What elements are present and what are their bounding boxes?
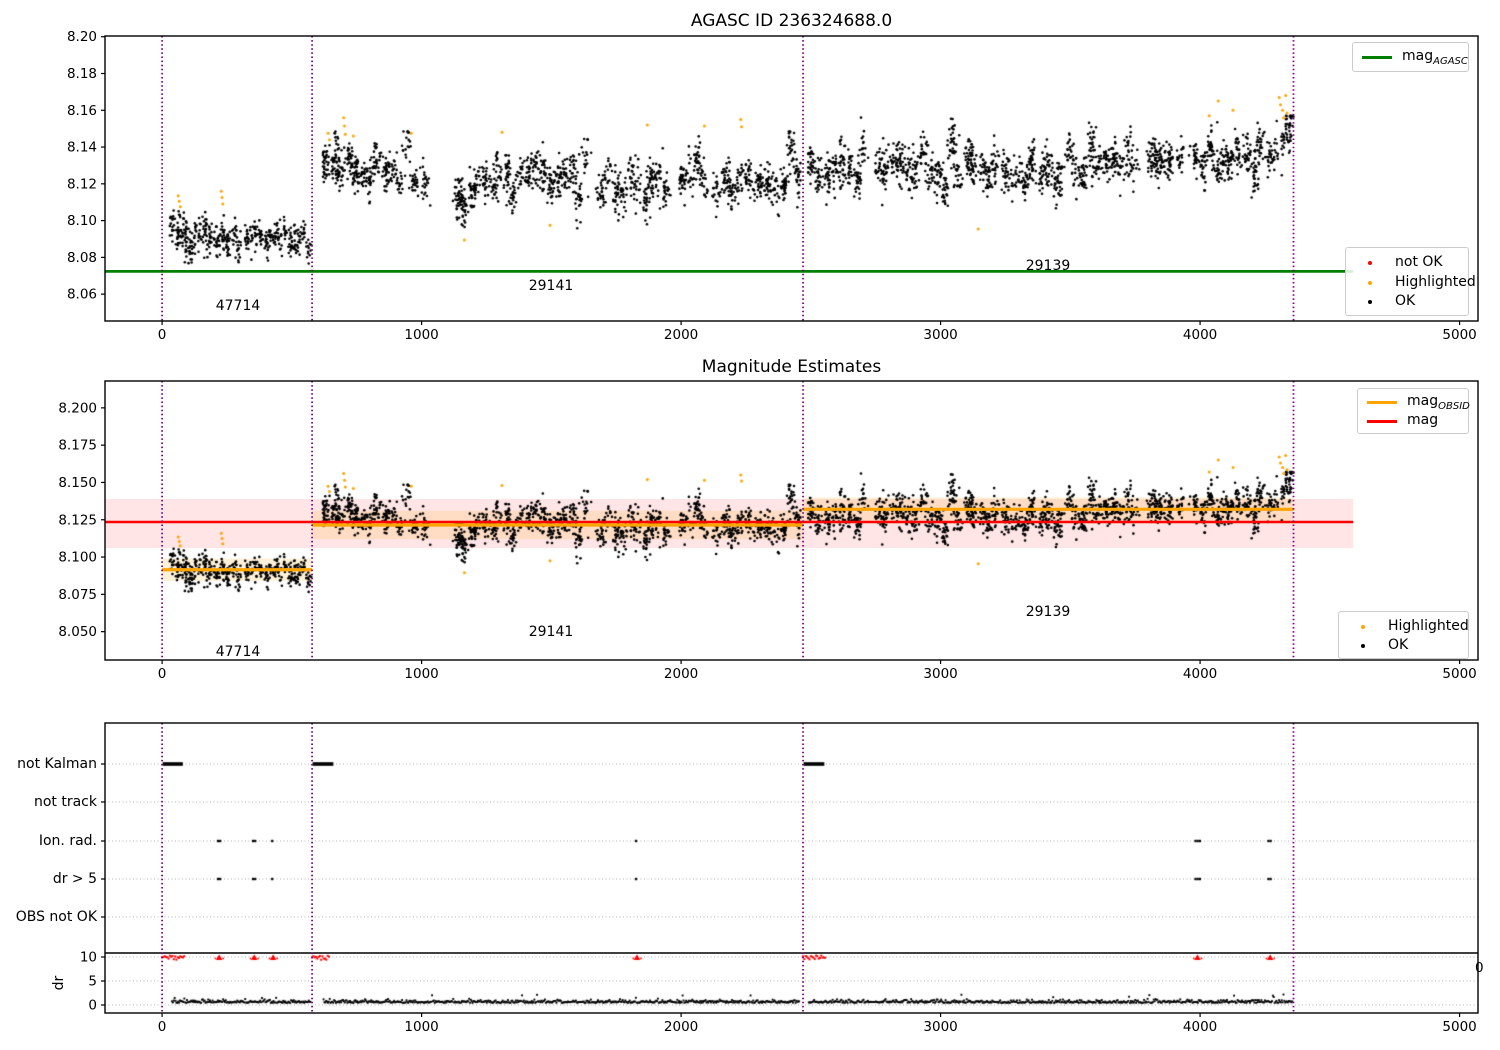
obsid-annotation-47714-top: 47714	[215, 298, 261, 314]
legend-label: magAGASC	[1402, 47, 1468, 67]
svg-text:4000: 4000	[1183, 1019, 1217, 1035]
legend-entry: not OK	[1355, 252, 1458, 272]
flag-row-label-dr-gt-5: dr > 5	[52, 871, 97, 887]
legend-entry: Highlighted	[1355, 272, 1476, 292]
svg-text:8.175: 8.175	[58, 438, 97, 454]
svg-text:8.100: 8.100	[58, 550, 97, 566]
orange-dot-swatch	[1355, 272, 1385, 291]
flag-row-label-not-kalman: not Kalman	[17, 756, 97, 772]
legend-entry: OK	[1355, 291, 1458, 311]
svg-text:1000: 1000	[404, 666, 438, 682]
svg-text:8.050: 8.050	[58, 624, 97, 640]
obsid-annotation-29139-middle: 29139	[1025, 604, 1071, 620]
legend-label: not OK	[1395, 253, 1443, 270]
svg-text:0: 0	[158, 327, 167, 343]
svg-text:8.14: 8.14	[67, 140, 97, 156]
legend-entry: mag	[1367, 412, 1458, 431]
flag-row-label-not-track: not track	[33, 794, 97, 810]
legend-entry: magAGASC	[1362, 47, 1468, 67]
black-dot-swatch	[1355, 292, 1385, 311]
obsid-annotation-29139-top: 29139	[1025, 258, 1071, 274]
svg-text:8.06: 8.06	[67, 287, 97, 303]
legend-entry: Highlighted	[1348, 616, 1469, 635]
legend-mid-status: Highlighted OK	[1338, 611, 1469, 659]
black-dot-swatch	[1348, 635, 1378, 654]
legend-label: Highlighted	[1395, 273, 1476, 290]
svg-text:0: 0	[88, 998, 97, 1014]
red-line-swatch	[1367, 419, 1397, 423]
flag-row-label-ion-rad: Ion. rad.	[38, 833, 97, 849]
svg-text:8.18: 8.18	[67, 66, 97, 82]
svg-text:2000: 2000	[664, 1019, 698, 1035]
legend-mag-obsid: magOBSID mag	[1357, 388, 1470, 434]
svg-text:8.12: 8.12	[67, 176, 97, 192]
legend-mag-agasc: magAGASC	[1352, 42, 1469, 72]
svg-text:5000: 5000	[1442, 327, 1476, 343]
svg-text:0: 0	[158, 666, 167, 682]
svg-text:0: 0	[158, 1019, 167, 1035]
svg-text:4000: 4000	[1183, 666, 1217, 682]
right-edge-clipped-tick-label: 0	[1475, 960, 1484, 976]
svg-text:8.200: 8.200	[58, 400, 97, 416]
svg-text:3000: 3000	[923, 666, 957, 682]
svg-text:8.10: 8.10	[67, 213, 97, 229]
svg-text:8.125: 8.125	[58, 512, 97, 528]
legend-label: Highlighted	[1388, 617, 1469, 634]
obsid-annotation-47714-middle: 47714	[215, 644, 261, 660]
svg-text:8.20: 8.20	[67, 29, 97, 45]
green-line-swatch	[1362, 55, 1392, 59]
top-panel-title: AGASC ID 236324688.0	[690, 11, 893, 31]
svg-text:8.150: 8.150	[58, 475, 97, 491]
svg-text:3000: 3000	[923, 327, 957, 343]
dr-axis-label: dr	[51, 975, 67, 991]
svg-text:8.075: 8.075	[58, 587, 97, 603]
svg-text:1000: 1000	[404, 1019, 438, 1035]
legend-label: OK	[1388, 636, 1409, 653]
red-dot-swatch	[1355, 252, 1385, 271]
svg-text:3000: 3000	[923, 1019, 957, 1035]
middle-panel-title: Magnitude Estimates	[701, 357, 882, 377]
legend-label: mag	[1407, 411, 1439, 428]
orange-line-swatch	[1367, 400, 1397, 404]
legend-entry: magOBSID	[1367, 393, 1470, 412]
svg-text:5000: 5000	[1442, 1019, 1476, 1035]
obsid-annotation-29141-top: 29141	[528, 278, 574, 294]
svg-text:5000: 5000	[1442, 666, 1476, 682]
svg-text:10: 10	[80, 950, 97, 966]
legend-label: OK	[1395, 293, 1416, 310]
svg-text:2000: 2000	[664, 666, 698, 682]
svg-text:5: 5	[88, 974, 97, 990]
svg-text:8.16: 8.16	[67, 103, 97, 119]
legend-label: magOBSID	[1407, 393, 1470, 412]
obsid-annotation-29141-middle: 29141	[528, 624, 574, 640]
legend-entry: OK	[1348, 635, 1458, 654]
svg-text:1000: 1000	[404, 327, 438, 343]
legend-top-status: not OK Highlighted OK	[1345, 247, 1476, 316]
flag-row-label-obs-not-ok: OBS not OK	[15, 909, 97, 925]
svg-text:4000: 4000	[1183, 327, 1217, 343]
svg-text:8.08: 8.08	[67, 250, 97, 266]
svg-text:2000: 2000	[664, 327, 698, 343]
orange-dot-swatch	[1348, 616, 1378, 635]
